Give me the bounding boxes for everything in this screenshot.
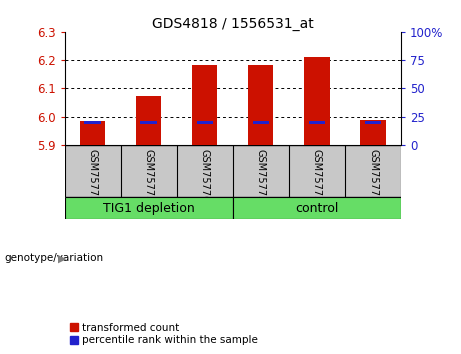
Text: GSM757758: GSM757758 [88,149,98,209]
Title: GDS4818 / 1556531_at: GDS4818 / 1556531_at [152,17,313,31]
Text: TIG1 depletion: TIG1 depletion [103,202,195,215]
Bar [253,121,269,124]
Text: control: control [295,202,339,215]
Bar [84,121,101,124]
Text: genotype/variation: genotype/variation [5,253,104,263]
Text: GSM757756: GSM757756 [312,149,322,209]
Bar [196,121,213,124]
Text: GSM757755: GSM757755 [256,149,266,209]
Text: ▶: ▶ [58,253,66,263]
Bar [361,120,386,145]
Bar [136,96,161,145]
Bar [233,197,401,219]
Bar [309,121,325,124]
Bar [65,197,233,219]
Bar [141,121,157,124]
Bar [248,65,273,145]
Bar [365,121,381,124]
Text: GSM757757: GSM757757 [368,149,378,209]
Bar [192,65,218,145]
Bar [304,57,330,145]
Bar [80,121,105,145]
Text: GSM757759: GSM757759 [144,149,154,209]
Text: GSM757760: GSM757760 [200,149,210,209]
Legend: transformed count, percentile rank within the sample: transformed count, percentile rank withi… [70,322,258,345]
